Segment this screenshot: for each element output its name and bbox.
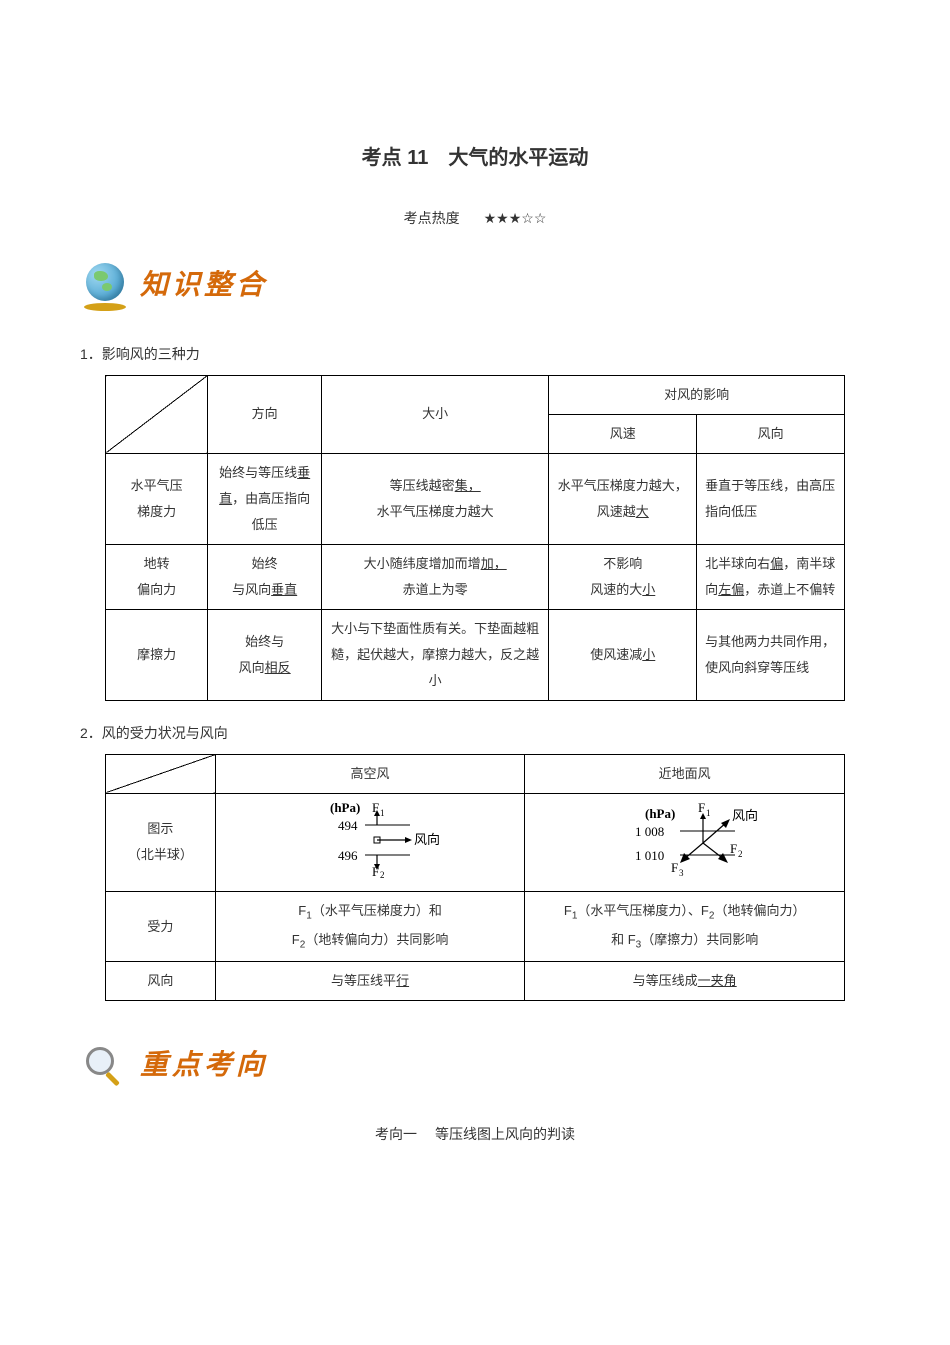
svg-text:F: F (730, 841, 737, 856)
row-pgf: 水平气压梯度力 始终与等压线垂直，由高压指向低压 等压线越密集，水平气压梯度力越… (106, 453, 845, 544)
cor-dir: 始终与风向垂直 (208, 544, 322, 609)
direction-1: 考向一 等压线图上风向的判读 (80, 1122, 870, 1147)
th-upper: 高空风 (215, 754, 525, 793)
heat-stars: ★★★☆☆ (484, 210, 547, 226)
svg-text:风向: 风向 (732, 808, 758, 823)
direction-1-a: 考向一 (375, 1126, 417, 1142)
fric-name: 摩擦力 (106, 609, 208, 700)
section1-label: 1．影响风的三种力 (80, 342, 870, 367)
fric-dir: 始终与风向相反 (208, 609, 322, 700)
svg-text:496: 496 (338, 848, 358, 863)
svg-text:1: 1 (706, 808, 711, 818)
heat-rating: 考点热度 ★★★☆☆ (80, 206, 870, 231)
banner-knowledge: 知识整合 (80, 261, 870, 311)
section2-label: 2．风的受力状况与风向 (80, 721, 870, 746)
svg-text:1 010: 1 010 (635, 848, 664, 863)
magnifier-icon (80, 1041, 130, 1091)
pgf-dir: 始终与等压线垂直，由高压指向低压 (208, 453, 322, 544)
pgf-mag: 等压线越密集，水平气压梯度力越大 (322, 453, 549, 544)
cor-mag: 大小随纬度增加而增加，赤道上为零 (322, 544, 549, 609)
th-magnitude: 大小 (322, 375, 549, 453)
svg-text:(hPa): (hPa) (330, 800, 360, 815)
row-diagram-label: 图示（北半球） (106, 793, 216, 891)
svg-text:F: F (372, 864, 379, 878)
fric-speed: 使风速减小 (549, 609, 697, 700)
row-coriolis: 地转偏向力 始终与风向垂直 大小随纬度增加而增加，赤道上为零 不影响风速的大小 … (106, 544, 845, 609)
diagram-surface: (hPa) 1 008 1 010 F1 风向 F2 F3 (525, 793, 845, 891)
row-force-label: 受力 (106, 891, 216, 961)
svg-text:1: 1 (380, 808, 385, 818)
banner-key: 重点考向 (80, 1041, 870, 1091)
svg-text:风向: 风向 (414, 832, 440, 847)
cor-speed: 不影响风速的大小 (549, 544, 697, 609)
svg-text:2: 2 (738, 849, 743, 859)
svg-text:(hPa): (hPa) (645, 806, 675, 821)
heat-label: 考点热度 (404, 210, 460, 226)
fric-mag: 大小与下垫面性质有关。下垫面越粗糙，起伏越大，摩擦力越大，反之越小 (322, 609, 549, 700)
banner-key-text: 重点考向 (140, 1041, 268, 1091)
th-surface: 近地面风 (525, 754, 845, 793)
table-corner (106, 375, 208, 453)
svg-text:3: 3 (679, 868, 684, 878)
svg-text:F: F (671, 860, 678, 875)
row-winddir-label: 风向 (106, 962, 216, 1001)
svg-text:1 008: 1 008 (635, 824, 664, 839)
th-direction: 方向 (208, 375, 322, 453)
svg-text:2: 2 (380, 870, 385, 878)
wd-surface: 与等压线成一夹角 (525, 962, 845, 1001)
cor-wd: 北半球向右偏，南半球向左偏，赤道上不偏转 (697, 544, 845, 609)
row-friction: 摩擦力 始终与风向相反 大小与下垫面性质有关。下垫面越粗糙，起伏越大，摩擦力越大… (106, 609, 845, 700)
svg-text:494: 494 (338, 818, 358, 833)
force-surface: F1（水平气压梯度力）、F2（地转偏向力） 和 F3（摩擦力）共同影响 (525, 891, 845, 961)
diagram-upper: (hPa) F1 494 496 风向 F2 (215, 793, 525, 891)
pgf-name: 水平气压梯度力 (106, 453, 208, 544)
svg-text:F: F (698, 800, 705, 815)
th-speed: 风速 (549, 414, 697, 453)
th-effect: 对风的影响 (549, 375, 845, 414)
forces-table: 方向 大小 对风的影响 风速 风向 水平气压梯度力 始终与等压线垂直，由高压指向… (105, 375, 845, 701)
wind-table: 高空风 近地面风 图示（北半球） (hPa) F1 494 496 风向 F2 (105, 754, 845, 1001)
direction-1-b: 等压线图上风向的判读 (435, 1126, 575, 1142)
page-title: 考点 11 大气的水平运动 (80, 140, 870, 176)
force-upper: F1（水平气压梯度力）和 F2（地转偏向力）共同影响 (215, 891, 525, 961)
pgf-wd: 垂直于等压线，由高压指向低压 (697, 453, 845, 544)
cor-name: 地转偏向力 (106, 544, 208, 609)
globe-icon (80, 261, 130, 311)
fric-wd: 与其他两力共同作用，使风向斜穿等压线 (697, 609, 845, 700)
th-winddir: 风向 (697, 414, 845, 453)
pgf-speed: 水平气压梯度力越大，风速越大 (549, 453, 697, 544)
banner-knowledge-text: 知识整合 (140, 261, 268, 311)
table-corner-2 (106, 754, 216, 793)
wd-upper: 与等压线平行 (215, 962, 525, 1001)
